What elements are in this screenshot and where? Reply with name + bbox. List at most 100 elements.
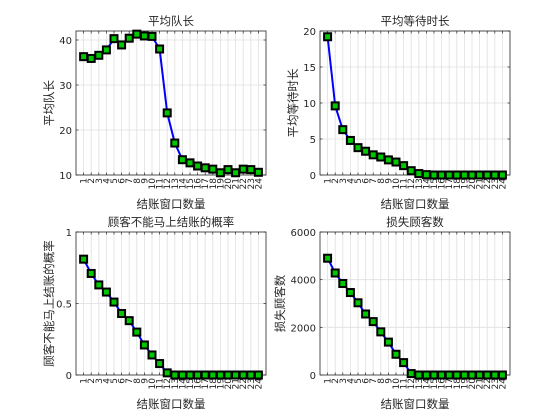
data-point [338,125,348,135]
data-point [215,168,225,178]
x-tick-label: 9 [140,178,150,184]
y-tick-label: 6000 [291,228,316,239]
x-tick-label: 16 [438,378,448,390]
data-point [406,369,416,379]
data-point [139,340,149,350]
x-tick-label: 18 [209,378,219,390]
x-tick-label: 7 [369,378,379,384]
x-tick-label: 9 [384,378,394,384]
x-tick-label: 13 [171,178,181,189]
x-tick-label: 22 [239,178,249,189]
data-point [323,253,333,263]
y-tick-label: 30 [59,81,72,92]
x-axis-label: 结账窗口数量 [137,397,206,411]
x-tick-label: 8 [133,178,143,184]
x-tick-label: 4 [346,378,356,384]
data-point [246,165,256,175]
x-tick-label: 20 [224,178,234,190]
data-point [391,349,401,359]
x-tick-label: 8 [133,378,143,384]
x-tick-label: 24 [254,178,264,190]
data-point [170,138,180,148]
x-tick-label: 21 [232,378,242,389]
y-axis-label: 损失顾客数 [273,274,287,332]
x-tick-label: 3 [95,378,105,384]
y-tick-label: 10 [303,99,316,110]
data-point [238,164,248,174]
x-tick-label: 21 [232,178,242,189]
data-point [124,316,134,326]
axes-frame [75,30,267,176]
data-point [475,170,485,180]
data-point [79,52,89,62]
y-tick-label: 0.5 [56,300,72,311]
x-tick-label: 18 [453,178,463,190]
x-tick-label: 23 [491,378,501,389]
data-point [475,370,485,380]
y-tick-label: 1 [66,228,72,239]
x-tick-label: 18 [209,178,219,190]
data-point [376,152,386,162]
x-tick-label: 23 [247,178,257,189]
data-point [391,157,401,167]
x-tick-label: 16 [194,378,204,390]
chart-title: 平均队长 [148,14,194,28]
x-tick-label: 3 [95,178,105,184]
data-point [109,34,119,44]
y-axis-label: 顾客不能马上结账的概率 [42,240,56,367]
x-tick-label: 10 [148,378,158,390]
x-tick-label: 4 [102,378,112,384]
x-tick-label: 3 [339,378,349,384]
x-tick-label: 17 [445,178,455,189]
x-tick-label: 23 [491,178,501,189]
x-tick-label: 24 [498,178,508,190]
data-point [361,146,371,156]
data-point [215,370,225,380]
x-tick-label: 24 [498,378,508,390]
data-point [323,32,333,42]
data-point [109,297,119,307]
y-tick-label: 20 [59,126,72,137]
data-point [421,170,431,180]
x-tick-label: 21 [476,178,486,189]
y-tick-label: 10 [59,171,72,182]
data-point [177,155,187,165]
x-tick-label: 22 [483,178,493,189]
x-tick-label: 22 [239,378,249,389]
x-axis-label: 结账窗口数量 [381,397,450,411]
data-point [330,268,340,278]
x-tick-label: 18 [453,378,463,390]
data-point [101,45,111,55]
chart-title: 损失顾客数 [386,215,444,229]
data-point [170,370,180,380]
data-point [132,327,142,337]
data-point [79,254,89,264]
data-point [223,370,233,380]
x-tick-label: 15 [186,178,196,189]
chart-title: 顾客不能马上结账的概率 [108,215,235,229]
data-point [452,170,462,180]
data-point [223,165,233,175]
x-tick-label: 1 [324,178,334,184]
x-tick-label: 11 [400,378,410,389]
data-point [253,370,263,380]
x-tick-label: 7 [125,378,135,384]
data-point [124,33,134,43]
data-point [353,143,363,153]
data-point [185,370,195,380]
data-point [246,370,256,380]
data-point [414,169,424,179]
x-tick-label: 10 [392,378,402,390]
x-tick-label: 12 [407,378,417,389]
x-tick-label: 20 [224,378,234,390]
x-tick-label: 13 [415,178,425,189]
y-axis-label: 平均等待时长 [286,68,300,137]
x-tick-label: 5 [354,178,364,184]
y-tick-label: 20 [303,27,316,38]
data-point [368,317,378,327]
data-point [193,161,203,171]
x-tick-label: 11 [156,378,166,389]
data-point [414,370,424,380]
x-tick-label: 11 [156,178,166,189]
